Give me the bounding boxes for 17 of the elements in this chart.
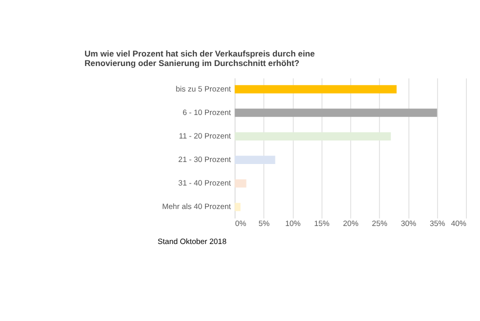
chart-title: Um wie viel Prozent hat sich der Verkaufspreis durch eine Renovierung oder Sanierung im Durchschnitt erhöht? — [84, 48, 316, 68]
y-tick-label: 11 - 20 Prozent — [178, 131, 232, 140]
y-tick-label: 21 - 30 Prozent — [178, 154, 232, 164]
x-tick-label: 40% — [450, 219, 466, 228]
x-tick-label: 25% — [372, 219, 388, 228]
y-tick-label: 31 - 40 Prozent — [178, 178, 232, 188]
text: Stand Oktober 2018 — [158, 237, 226, 246]
y-tick-label: Mehr als 40 Prozent — [162, 202, 232, 212]
x-tick-label: 15% — [314, 219, 330, 228]
x-tick-label: 30% — [400, 219, 416, 228]
x-tick-label: 20% — [343, 219, 359, 228]
y-tick-label: bis zu 5 Prozent — [176, 84, 232, 94]
y-tick-label: 6 - 10 Prozent — [182, 108, 232, 117]
x-tick-label: 35% — [430, 219, 446, 228]
x-tick-label: 5% — [258, 219, 270, 228]
x-tick-label: 10% — [285, 219, 301, 228]
x-tick-label: 0% — [235, 219, 246, 228]
